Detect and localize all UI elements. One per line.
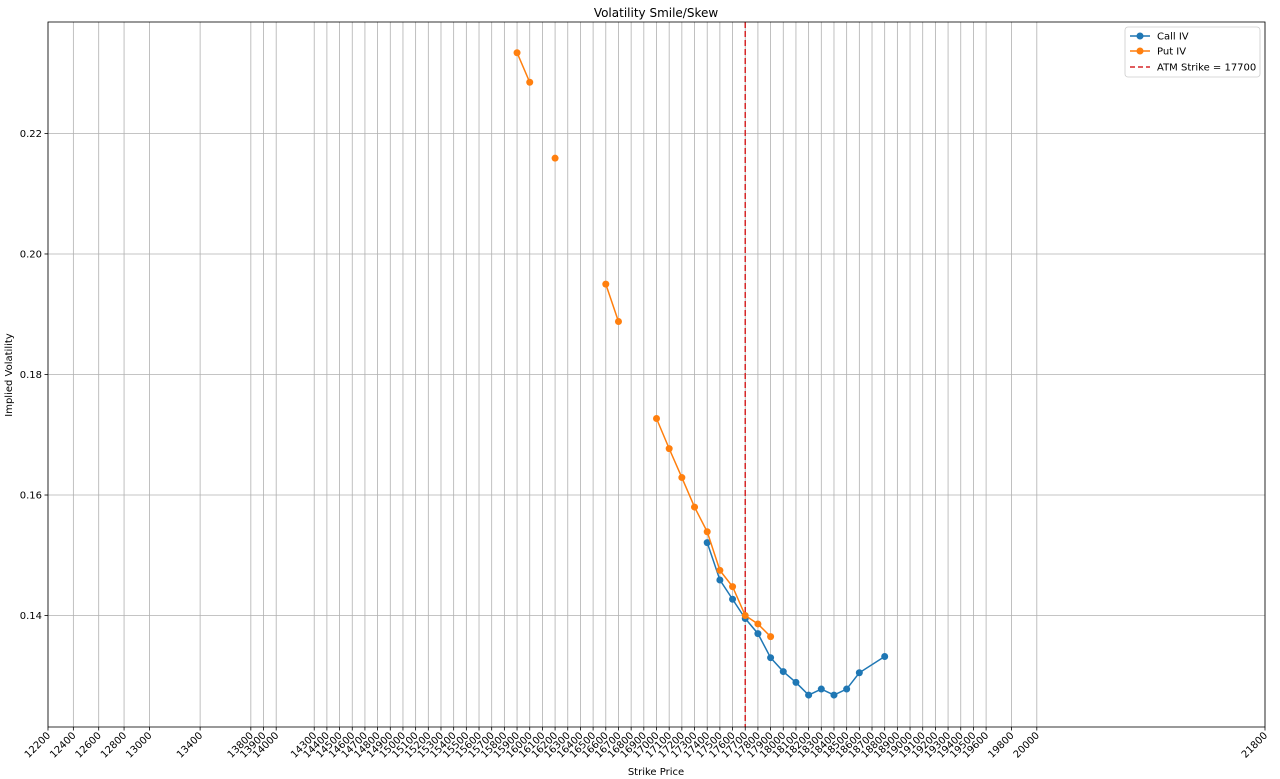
data-point [678,474,686,482]
series-line [655,418,772,638]
legend-atm-label: ATM Strike = 17700 [1157,63,1256,74]
x-tick-label: 12600 [74,730,104,760]
data-point [741,612,749,620]
data-point [792,678,800,686]
data-point [779,668,787,676]
data-point [716,576,724,584]
data-point [551,154,559,162]
x-axis-title: Strike Price [628,767,684,778]
legend: Call IV Put IV ATM Strike = 17700 [1124,26,1261,78]
legend-put-marker [1136,47,1144,55]
chart-title: Volatility Smile/Skew [594,6,719,20]
data-point [513,49,521,57]
legend-put-label: Put IV [1157,47,1186,58]
data-point [805,691,813,699]
legend-box [1124,26,1261,78]
data-point [767,633,775,641]
y-axis-title: Implied Volatility [4,333,15,417]
data-point [614,317,622,325]
series-put-iv [513,49,775,641]
data-point [703,528,711,536]
x-tick-label: 12200 [23,730,53,760]
y-tick-label: 0.16 [20,491,42,502]
data-point [703,539,711,547]
data-point [729,583,737,591]
x-tick-label: 19800 [986,730,1016,760]
data-point [691,503,699,511]
x-tick-label: 13400 [175,730,205,760]
x-tick-label: 12400 [48,730,78,760]
series-line [516,52,531,83]
y-tick-label: 0.18 [20,370,42,381]
y-tick-label: 0.14 [20,611,42,622]
data-point [767,654,775,662]
data-point [602,280,610,288]
data-point [881,653,889,660]
y-axis-ticks: 0.14 0.16 0.18 0.20 0.22 [20,129,48,622]
data-point [855,669,863,677]
legend-call-label: Call IV [1157,32,1189,43]
y-tick-label: 0.22 [20,129,42,140]
data-point [653,414,660,422]
data-point [754,630,762,638]
data-point [830,691,838,699]
data-point [716,566,724,574]
y-tick-label: 0.20 [20,249,42,260]
series-line [605,283,620,322]
legend-call-marker [1136,32,1144,40]
data-point [843,685,851,693]
data-point [729,595,737,603]
data-point [665,445,673,453]
series-layer [513,49,889,699]
data-point [754,620,762,628]
x-tick-label: 13000 [124,730,154,760]
x-tick-label: 12800 [99,730,129,760]
grid-layer [47,22,1266,727]
x-tick-label: 21800 [1240,730,1270,760]
data-point [817,685,825,693]
data-point [526,78,534,86]
series-call-iv [703,539,889,699]
x-tick-label: 20000 [1012,730,1042,760]
